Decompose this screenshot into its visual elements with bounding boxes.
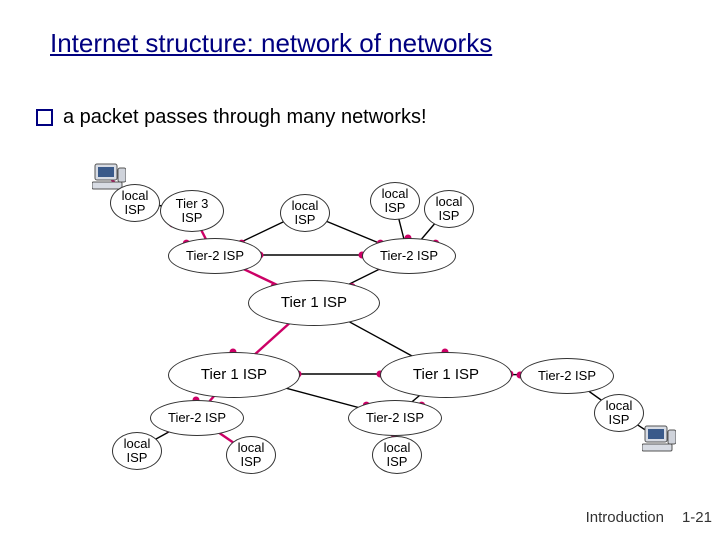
node-tier2-r: Tier-2 ISP <box>362 238 456 274</box>
page-title: Internet structure: network of networks <box>50 28 492 59</box>
bullet-text: a packet passes through many networks! <box>63 106 427 129</box>
node-local-bm1: local ISP <box>226 436 276 474</box>
network-diagram: local ISPTier 3 ISPlocal ISPlocal ISPloc… <box>0 160 720 500</box>
node-tier1-c: Tier 1 ISP <box>248 280 380 326</box>
node-local-t2: local ISP <box>280 194 330 232</box>
bullet-row: a packet passes through many networks! <box>36 106 427 129</box>
node-local-t3: local ISP <box>370 182 420 220</box>
node-tier3: Tier 3 ISP <box>160 190 224 232</box>
node-tier2-l: Tier-2 ISP <box>168 238 262 274</box>
node-tier1-r: Tier 1 ISP <box>380 352 512 398</box>
node-local-bm2: local ISP <box>372 436 422 474</box>
node-tier1-l: Tier 1 ISP <box>168 352 300 398</box>
node-tier2-br: Tier-2 ISP <box>520 358 614 394</box>
node-local-tl: local ISP <box>110 184 160 222</box>
edges-layer <box>0 160 720 500</box>
computer-icon <box>642 424 676 454</box>
bullet-icon <box>36 109 53 126</box>
node-tier2-bm: Tier-2 ISP <box>348 400 442 436</box>
node-local-t4: local ISP <box>424 190 474 228</box>
footer-chapter: Introduction <box>586 509 664 526</box>
footer-page: 1-21 <box>682 509 712 526</box>
node-tier2-bl: Tier-2 ISP <box>150 400 244 436</box>
node-local-bl: local ISP <box>112 432 162 470</box>
node-local-br: local ISP <box>594 394 644 432</box>
